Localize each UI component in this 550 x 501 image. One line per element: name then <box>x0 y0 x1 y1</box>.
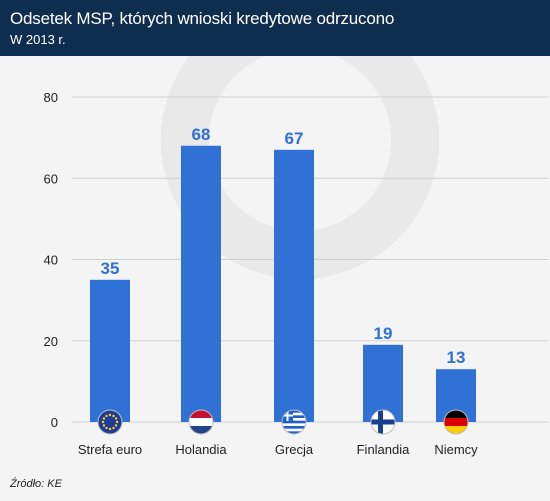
chart-area: 0 20 40 60 80 35 Strefa euro 68 Holandia 67 Grecj… <box>0 56 550 501</box>
chart-subtitle: W 2013 r. <box>10 32 66 47</box>
bar <box>274 149 314 422</box>
category-label: Niemcy <box>434 442 478 457</box>
germany-flag-icon <box>443 409 469 435</box>
data-label: 68 <box>192 125 211 144</box>
y-tick-label: 60 <box>44 171 58 186</box>
y-tick-label: 20 <box>44 334 58 349</box>
category-label: Strefa euro <box>78 442 142 457</box>
category-label: Finlandia <box>357 442 411 457</box>
chart-title: Odsetek MSP, których wnioski kredytowe o… <box>10 9 395 28</box>
y-tick-label: 40 <box>44 253 58 268</box>
data-label: 35 <box>101 259 120 278</box>
y-tick-label: 80 <box>44 90 58 105</box>
chart-header: Odsetek MSP, których wnioski kredytowe o… <box>0 0 550 56</box>
bar <box>363 344 403 422</box>
data-label: 67 <box>285 129 304 148</box>
greece-flag-icon <box>281 409 307 435</box>
bar <box>90 279 130 422</box>
eu-flag-icon <box>97 409 123 435</box>
netherlands-flag-icon <box>188 409 214 435</box>
category-label: Holandia <box>175 442 227 457</box>
finland-flag-icon <box>370 409 396 435</box>
category-label: Grecja <box>275 442 314 457</box>
y-tick-label: 0 <box>51 415 58 430</box>
source-note: Źródło: KE <box>10 478 62 490</box>
bar <box>181 145 221 422</box>
data-label: 19 <box>374 324 393 343</box>
data-label: 13 <box>447 348 466 367</box>
bar-chart: 0 20 40 60 80 35 Strefa euro 68 Holandia 67 Grecj… <box>44 56 548 457</box>
